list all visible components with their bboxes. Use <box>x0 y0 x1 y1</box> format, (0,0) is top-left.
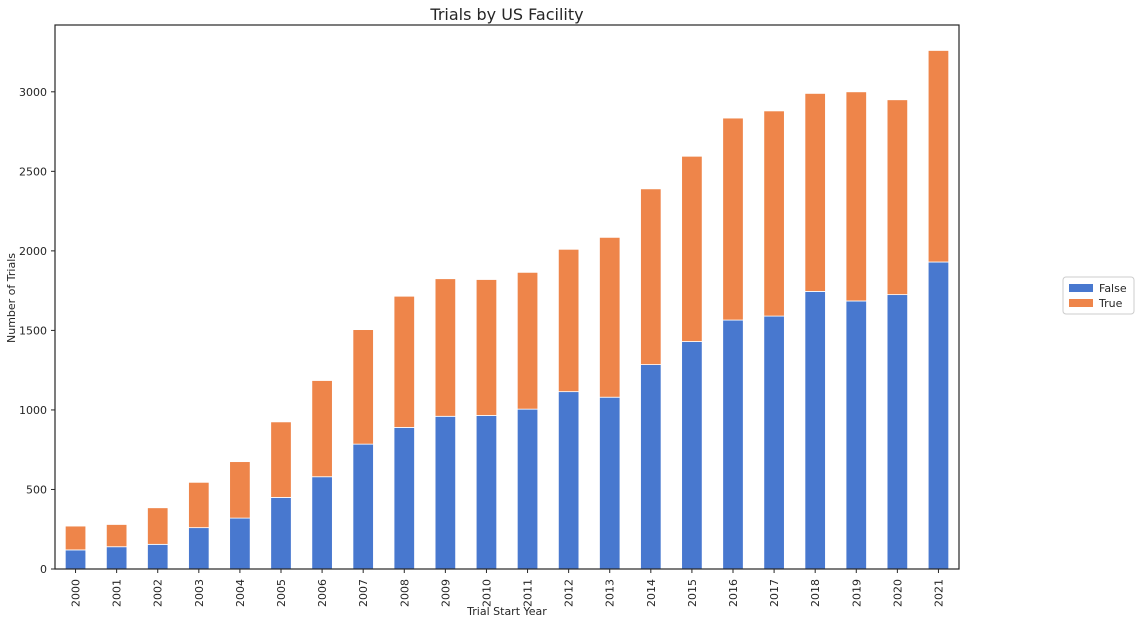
bar-true-2001 <box>105 524 128 548</box>
y-axis-ticks: 0 500 1000 1500 2000 2500 3000 <box>19 86 55 576</box>
bar-false-2008 <box>393 427 415 570</box>
bar-true-2000 <box>64 525 87 551</box>
x-tick-label: 2001 <box>111 579 124 607</box>
bar-false-2001 <box>105 546 128 570</box>
y-tick-label: 0 <box>40 563 47 576</box>
legend-label-false: False <box>1099 282 1127 295</box>
bar-true-2003 <box>188 481 210 529</box>
legend-swatch-false <box>1069 284 1093 292</box>
x-tick-label: 2014 <box>645 579 658 607</box>
bar-true-2005 <box>270 421 292 498</box>
x-tick-label: 2011 <box>522 579 535 607</box>
bar-true-2002 <box>147 507 169 545</box>
x-tick-label: 2008 <box>398 579 411 607</box>
y-tick-label: 3000 <box>19 86 47 99</box>
bar-false-2013 <box>599 396 621 570</box>
legend-label-true: True <box>1098 297 1123 310</box>
x-axis-label: Trial Start Year <box>466 605 547 618</box>
x-tick-label: 2021 <box>932 579 945 607</box>
y-axis-label: Number of Trials <box>5 253 18 343</box>
bar-false-2009 <box>434 415 457 570</box>
y-tick-label: 2000 <box>19 245 47 258</box>
bar-false-2021 <box>927 261 950 570</box>
x-tick-label: 2005 <box>275 579 288 607</box>
chart-title: Trials by US Facility <box>429 5 583 24</box>
x-tick-label: 2016 <box>727 579 740 607</box>
x-tick-label: 2018 <box>809 579 822 607</box>
bar-false-2020 <box>886 294 909 570</box>
x-tick-label: 2000 <box>70 579 83 607</box>
bar-false-2014 <box>640 364 662 570</box>
bar-false-2004 <box>229 517 251 570</box>
bar-true-2012 <box>557 248 580 393</box>
legend: False True <box>1062 276 1135 315</box>
y-tick-label: 2500 <box>19 165 47 178</box>
y-tick-label: 1500 <box>19 324 47 337</box>
bar-false-2007 <box>352 443 374 570</box>
x-tick-label: 2010 <box>480 579 493 607</box>
bar-false-2003 <box>188 527 210 570</box>
plot-frame <box>54 24 960 570</box>
x-tick-label: 2013 <box>604 579 617 607</box>
bar-true-2010 <box>475 279 498 416</box>
bar-true-2020 <box>886 99 909 296</box>
bars-group <box>64 50 950 570</box>
bar-false-2016 <box>722 319 744 570</box>
x-tick-label: 2017 <box>768 579 781 607</box>
bar-true-2006 <box>311 380 333 478</box>
x-tick-label: 2012 <box>563 579 576 607</box>
x-tick-label: 2004 <box>234 579 247 607</box>
x-tick-label: 2002 <box>152 579 165 607</box>
x-tick-label: 2019 <box>850 579 863 607</box>
bar-false-2002 <box>147 543 169 570</box>
bar-false-2017 <box>763 315 785 570</box>
bar-false-2010 <box>475 415 498 570</box>
bar-false-2019 <box>845 300 867 570</box>
bar-true-2021 <box>927 50 950 263</box>
bar-false-2015 <box>681 341 703 570</box>
bar-true-2019 <box>845 91 867 302</box>
bar-true-2016 <box>722 117 744 321</box>
bar-true-2009 <box>434 278 457 417</box>
x-tick-label: 2007 <box>357 579 370 607</box>
x-tick-label: 2020 <box>891 579 904 607</box>
legend-swatch-true <box>1069 299 1093 307</box>
bar-true-2004 <box>229 461 251 519</box>
bar-false-2006 <box>311 476 333 570</box>
bar-false-2000 <box>64 549 87 570</box>
bar-true-2013 <box>599 236 621 398</box>
bar-true-2015 <box>681 155 703 342</box>
x-tick-label: 2015 <box>686 579 699 607</box>
x-tick-label: 2009 <box>439 579 452 607</box>
bar-true-2014 <box>640 188 662 366</box>
bar-false-2011 <box>516 408 539 570</box>
bar-true-2017 <box>763 110 785 317</box>
y-tick-label: 500 <box>26 483 47 496</box>
bar-true-2008 <box>393 295 415 428</box>
x-tick-label: 2003 <box>193 579 206 607</box>
bar-false-2005 <box>270 497 292 570</box>
bar-true-2018 <box>804 92 826 292</box>
y-tick-label: 1000 <box>19 404 47 417</box>
bar-false-2018 <box>804 291 826 570</box>
bar-true-2011 <box>516 271 539 410</box>
bar-true-2007 <box>352 329 374 445</box>
x-axis-ticks: 2000 2001 2002 2003 2004 2005 2006 2007 2008 2009… <box>70 569 945 607</box>
x-tick-label: 2006 <box>316 579 329 607</box>
bar-false-2012 <box>557 391 580 570</box>
